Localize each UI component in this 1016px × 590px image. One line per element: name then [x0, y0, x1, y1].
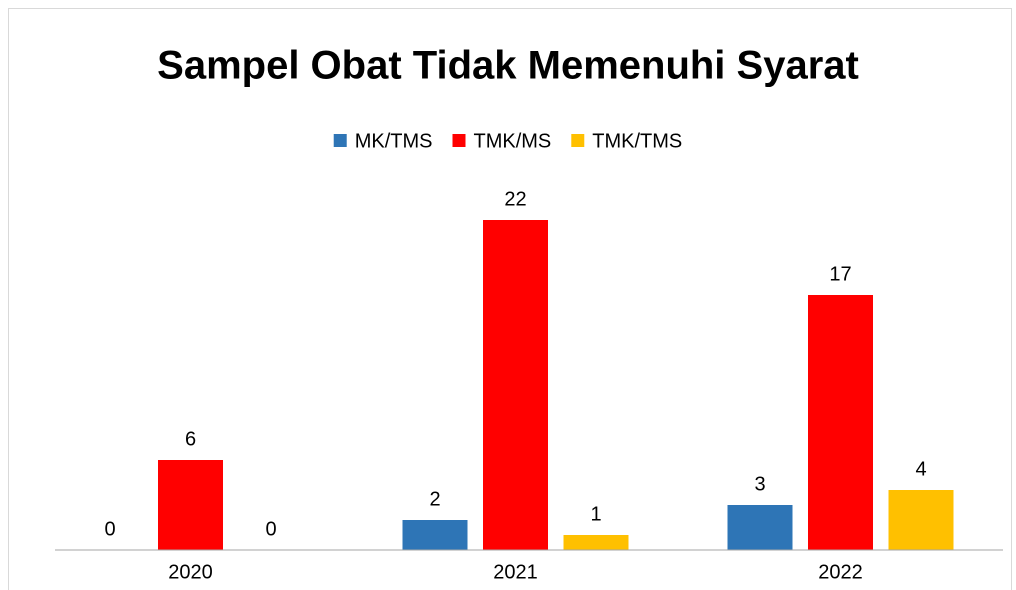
- legend-swatch: [571, 134, 585, 147]
- legend-swatch: [333, 134, 347, 147]
- data-label: 0: [104, 518, 115, 540]
- legend-label: TMK/TMS: [592, 130, 682, 152]
- legend-label: TMK/MS: [474, 130, 552, 152]
- data-label: 1: [590, 503, 601, 525]
- bar: [158, 460, 223, 550]
- bar: [483, 220, 548, 550]
- bar: [808, 295, 873, 550]
- data-label: 2: [429, 488, 440, 510]
- x-tick-label: 2020: [168, 561, 213, 583]
- bar: [402, 520, 468, 550]
- data-label: 6: [185, 428, 196, 450]
- data-label: 22: [504, 188, 526, 210]
- legend-label: MK/TMS: [355, 130, 433, 152]
- data-label: 17: [829, 263, 851, 285]
- data-label: 0: [265, 518, 276, 540]
- bar: [563, 535, 629, 550]
- chart-title: Sampel Obat Tidak Memenuhi Syarat: [157, 44, 859, 88]
- x-tick-label: 2021: [493, 561, 538, 583]
- x-tick-label: 2022: [818, 561, 863, 583]
- legend-swatch: [452, 134, 466, 147]
- data-label: 3: [754, 473, 765, 495]
- bar: [727, 505, 793, 550]
- bar: [888, 490, 954, 550]
- data-label: 4: [915, 458, 926, 480]
